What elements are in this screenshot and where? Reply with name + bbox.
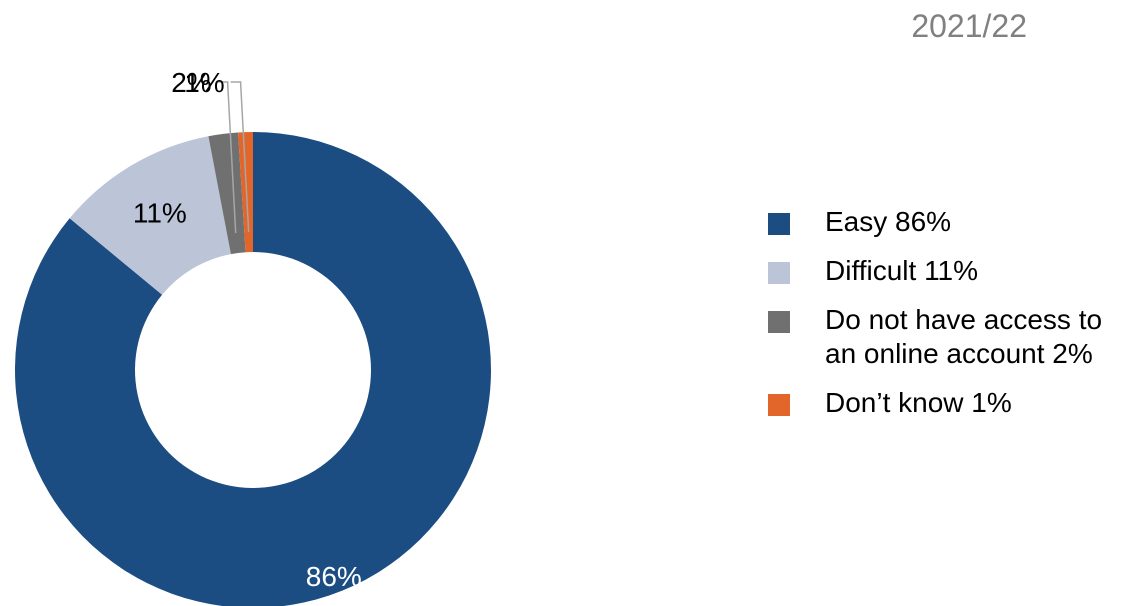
slice-label-2: 2% [171,67,211,98]
legend-swatch-3 [768,394,790,416]
donut-slice-1 [69,136,231,295]
legend-item-2: Do not have access to an online account … [768,303,1138,371]
donut-slice-3 [238,132,253,253]
leader-line-2 [217,81,237,234]
chart-legend: Easy 86% Difficult 11% Do not have access … [768,205,1138,435]
legend-swatch-2 [768,311,790,333]
slice-label-0: 86% [306,561,362,592]
chart-title: 2021/22 [911,8,1027,44]
legend-swatch-1 [768,262,790,284]
legend-label-0: Easy 86% [825,206,952,237]
leader-line-3 [230,81,250,233]
legend-item-1: Difficult 11% [768,254,1138,288]
legend-item-0: Easy 86% [768,205,1138,239]
legend-label-2: Do not have access to an online account … [825,304,1103,369]
donut-slice-2 [208,132,246,255]
donut-chart: 86% 11% 2%1% [15,67,491,606]
donut-slice-0 [15,132,491,606]
slice-label-1: 11% [133,197,187,228]
legend-label-3: Don’t know 1% [825,387,1012,418]
legend-label-1: Difficult 11% [825,255,979,286]
slice-label-3: 1% [184,67,224,98]
legend-item-3: Don’t know 1% [768,386,1138,420]
legend-swatch-0 [768,213,790,235]
